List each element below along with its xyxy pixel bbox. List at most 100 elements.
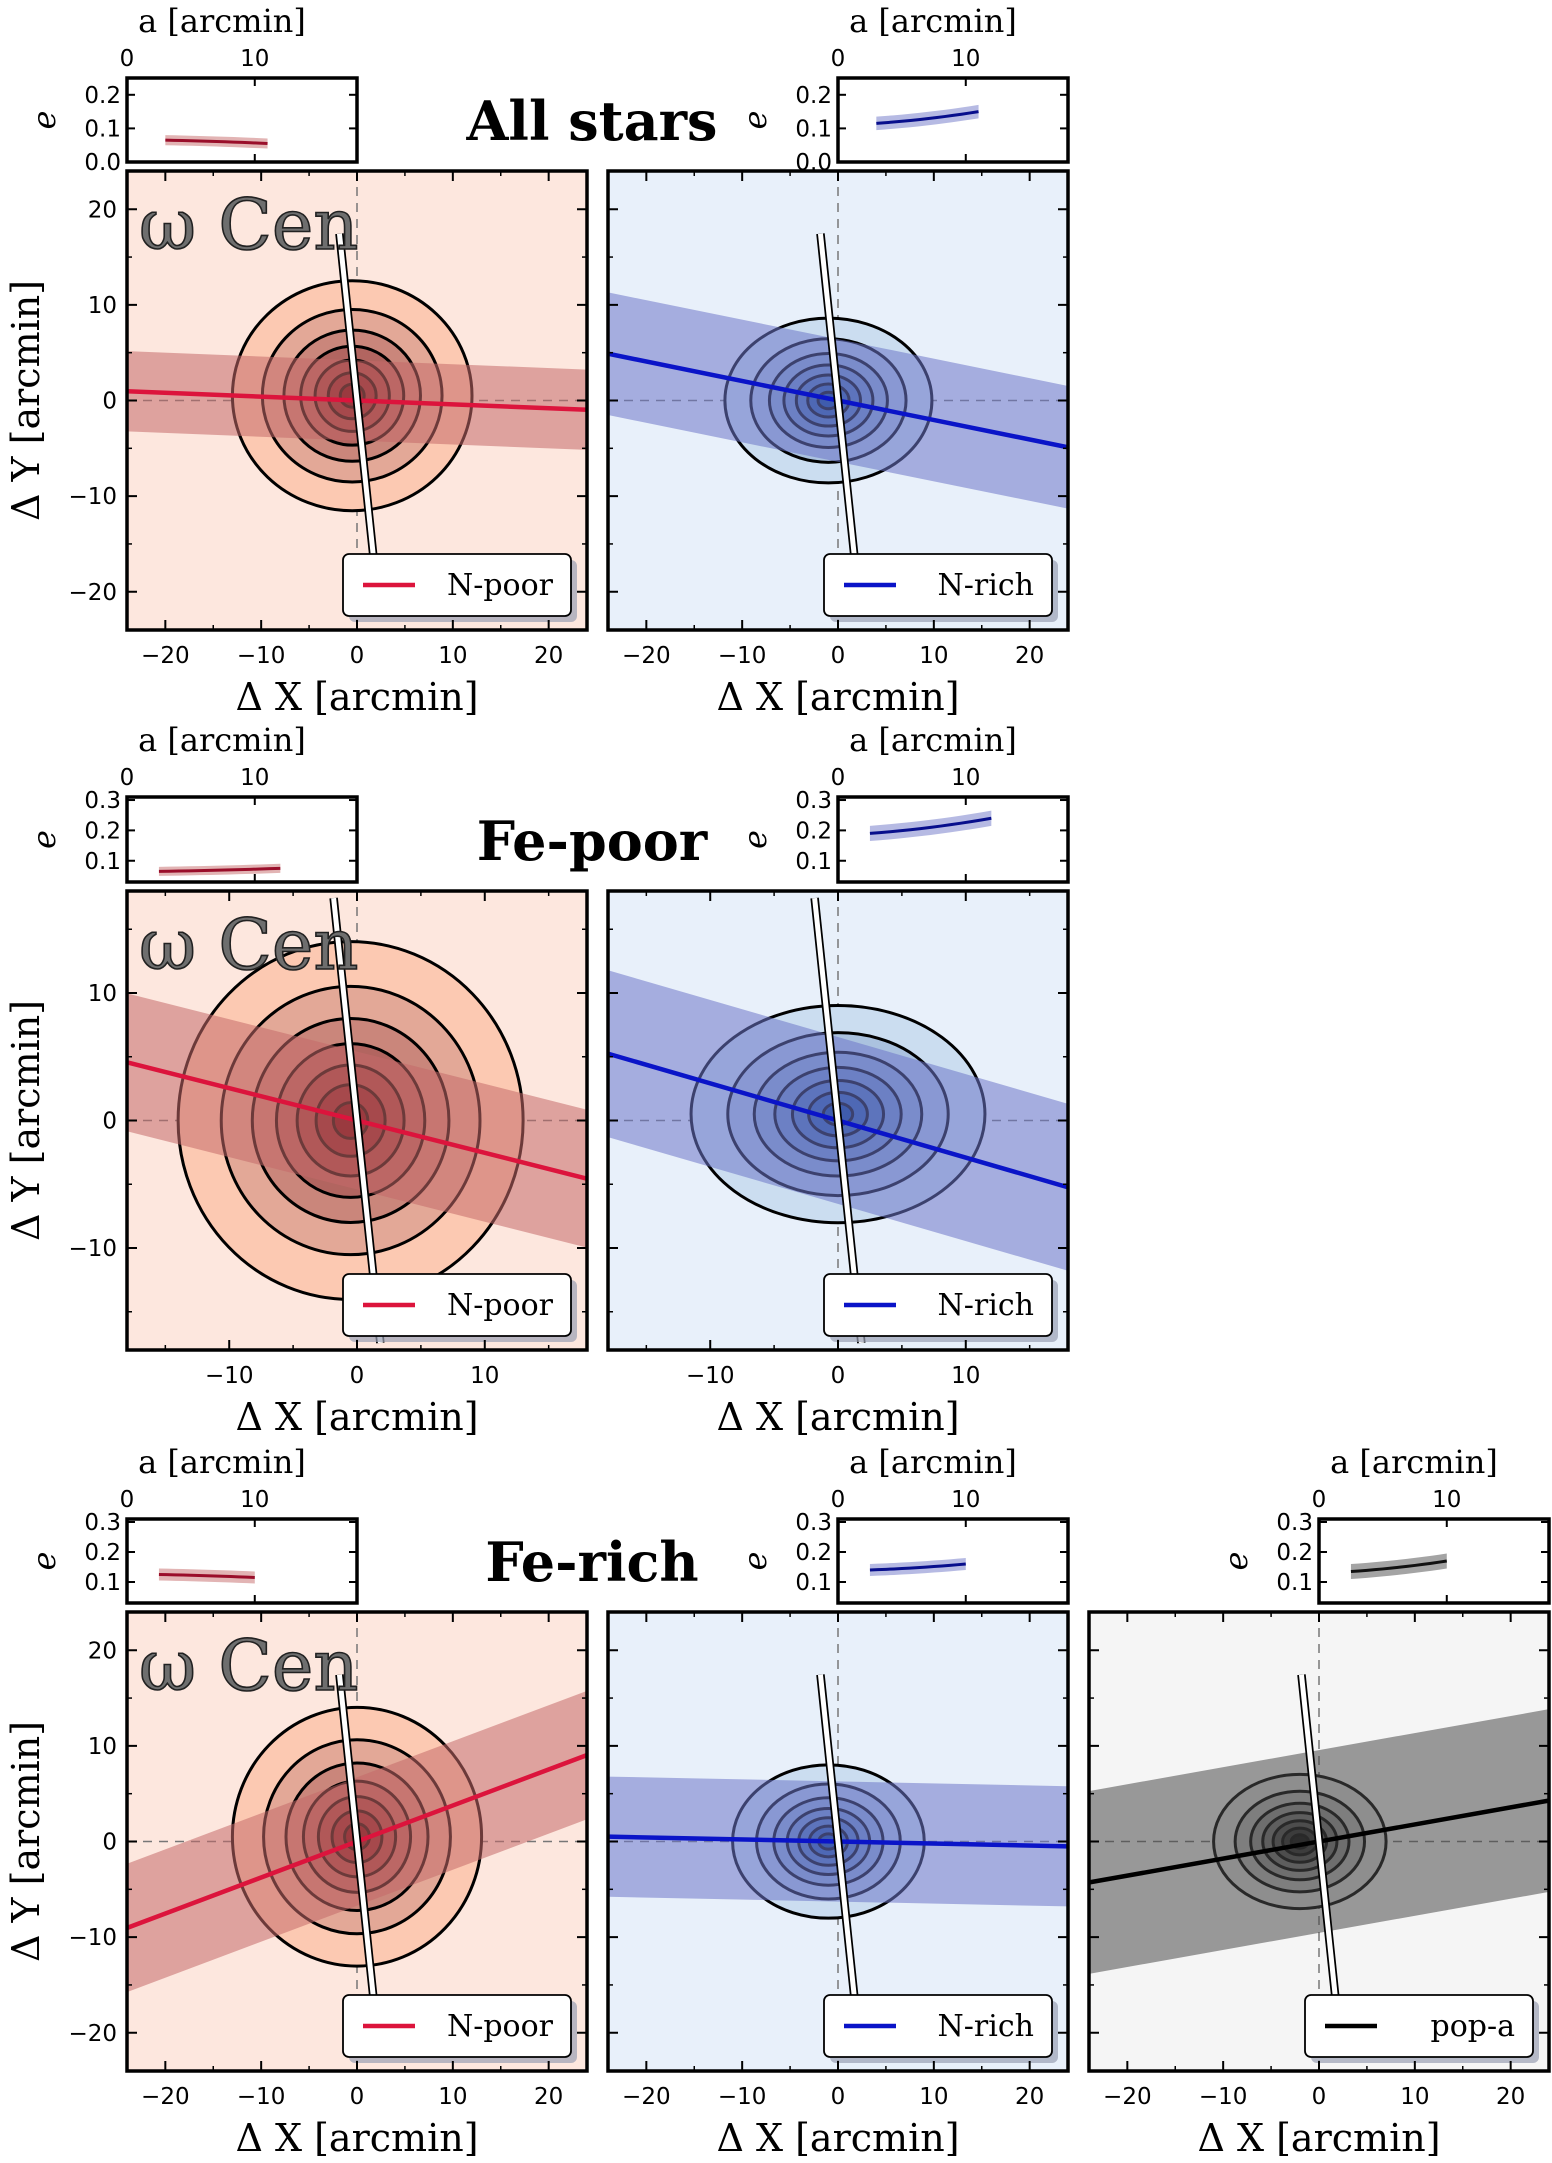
rotation-axis-rod — [336, 233, 378, 568]
inset-y-tick-label: 0.1 — [84, 116, 121, 142]
inset-y-axis-label: e — [736, 830, 774, 849]
inset-frame — [836, 1517, 1070, 1605]
x-tick-label: 20 — [534, 643, 563, 669]
x-tick-label: 20 — [1015, 2084, 1044, 2110]
inset-background — [127, 78, 357, 162]
inset-2-0: 0 10 0.1 0.2 0.3 a [arcmin] e — [25, 1443, 359, 1605]
legend-label: N-rich — [938, 2009, 1034, 2044]
legend-box — [342, 1273, 572, 1337]
inset-ellipticity-curve — [1350, 1559, 1447, 1573]
inset-x-axis-label: a [arcmin] — [138, 1443, 306, 1481]
inset-y-tick-label: 0.3 — [795, 788, 832, 814]
inset-y-tick-label: 0.1 — [795, 1570, 832, 1596]
rotation-axis-rod — [336, 1674, 378, 2009]
inset-x-tick-label: 10 — [240, 46, 269, 72]
panel-plot-area — [1089, 1612, 1549, 2071]
y-tick-label: 10 — [88, 293, 117, 319]
y-axis-label: Δ Y [arcmin] — [4, 280, 48, 521]
x-tick-label: 10 — [951, 1363, 980, 1389]
inset-y-tick-label: 0.2 — [84, 818, 121, 844]
x-tick-label: 10 — [470, 1363, 499, 1389]
x-tick-label: −20 — [1103, 2084, 1152, 2110]
cluster-name: ω Cen — [139, 184, 358, 266]
y-axis-label: Δ Y [arcmin] — [4, 1000, 48, 1241]
panel-plot-area — [608, 891, 1068, 1350]
x-tick-label: 0 — [831, 1363, 846, 1389]
panel-plot-area — [608, 1612, 1068, 2071]
legend-label: pop-a — [1431, 2009, 1516, 2044]
panel-1-1: N-rich −10 0 10 Δ X [arcmin] — [606, 889, 1070, 1439]
inset-x-axis-label: a [arcmin] — [138, 721, 306, 759]
inset-y-tick-label: 0.2 — [1276, 1540, 1313, 1566]
inset-2-1: 0 10 0.1 0.2 0.3 a [arcmin] e — [736, 1443, 1070, 1605]
inset-y-tick-label: 0.2 — [84, 1540, 121, 1566]
rotation-axis-rod — [1298, 1674, 1340, 2009]
x-axis-label: Δ X [arcmin] — [716, 2116, 959, 2160]
x-tick-label: 0 — [350, 1363, 365, 1389]
x-axis-label: Δ X [arcmin] — [235, 2116, 478, 2160]
panel-0-1: N-rich −20 −10 0 10 20 Δ X [arcmin] — [606, 169, 1070, 719]
x-axis-label: Δ X [arcmin] — [235, 675, 478, 719]
x-tick-label: 10 — [1400, 2084, 1429, 2110]
inset-x-axis-label: a [arcmin] — [849, 1443, 1017, 1481]
x-tick-label: −10 — [237, 2084, 286, 2110]
inset-x-tick-label: 10 — [951, 1487, 980, 1513]
row-title: Fe-rich — [485, 1530, 698, 1594]
inset-y-tick-label: 0.0 — [84, 150, 121, 176]
legend-label: N-rich — [938, 568, 1034, 603]
panel-1-0: ω Cen N-poor −10 0 10 −10 0 10 Δ X [arcmin] Δ Y [… — [4, 809, 708, 1439]
inset-y-tick-label: 0.1 — [1276, 1570, 1313, 1596]
panel-2-1: N-rich −20 −10 0 10 20 Δ X [arcmin] — [606, 1610, 1070, 2160]
x-axis-label: Δ X [arcmin] — [235, 1395, 478, 1439]
y-axis-label: Δ Y [arcmin] — [4, 1721, 48, 1962]
inset-y-tick-label: 0.1 — [84, 1570, 121, 1596]
inset-y-tick-label: 0.1 — [795, 849, 832, 875]
x-tick-label: −10 — [718, 2084, 767, 2110]
inset-error-band — [869, 810, 992, 842]
rotation-axis-rod — [817, 233, 859, 568]
inset-x-axis-label: a [arcmin] — [849, 721, 1017, 759]
cluster-name: ω Cen — [139, 1625, 358, 1707]
inset-x-tick-label: 0 — [831, 765, 846, 791]
row-title: Fe-poor — [477, 809, 708, 873]
inset-y-tick-label: 0.1 — [84, 849, 121, 875]
panel-0-0: ω Cen N-poor −20 −10 0 10 20 −20 −10 0 10 20 Δ X [ar… — [4, 89, 717, 719]
inset-1-0: 0 10 0.1 0.2 0.3 a [arcmin] e — [25, 721, 359, 884]
inset-frame — [125, 76, 359, 164]
inset-y-axis-label: e — [736, 111, 774, 130]
inset-x-axis-label: a [arcmin] — [1330, 1443, 1498, 1481]
inset-x-tick-label: 0 — [120, 46, 135, 72]
inset-y-tick-label: 0.3 — [1276, 1510, 1313, 1536]
x-tick-label: −20 — [141, 643, 190, 669]
inset-y-axis-label: e — [1217, 1552, 1255, 1571]
inset-y-tick-label: 0.2 — [795, 1540, 832, 1566]
x-tick-label: 10 — [438, 643, 467, 669]
inset-y-tick-label: 0.2 — [795, 83, 832, 109]
inset-y-axis-label: e — [25, 111, 63, 130]
panel-plot-area — [127, 891, 587, 1350]
legend-label: N-poor — [447, 568, 554, 603]
inset-0-0: 0 10 0.0 0.1 0.2 a [arcmin] e — [25, 2, 359, 176]
x-tick-label: 0 — [831, 643, 846, 669]
x-tick-label: 0 — [831, 2084, 846, 2110]
legend-box — [1304, 1994, 1534, 2058]
inset-x-axis-label: a [arcmin] — [849, 2, 1017, 40]
x-tick-label: −10 — [718, 643, 767, 669]
inset-x-tick-label: 0 — [831, 46, 846, 72]
panel-2-0: ω Cen N-poor −20 −10 0 10 20 −20 −10 0 10 20 Δ X [ar… — [4, 1530, 699, 2160]
x-tick-label: 10 — [919, 2084, 948, 2110]
inset-1-1: 0 10 0.1 0.2 0.3 a [arcmin] e — [736, 721, 1070, 884]
legend-box — [342, 1994, 572, 2058]
inset-ellipticity-curve — [869, 1562, 966, 1572]
y-tick-label: 10 — [88, 1734, 117, 1760]
inset-ellipticity-curve — [158, 866, 281, 873]
inset-0-1: 0 10 0.0 0.1 0.2 a [arcmin] e — [736, 2, 1070, 176]
rotation-axis-rod — [817, 1674, 859, 2009]
legend-box — [823, 553, 1053, 617]
inset-y-tick-label: 0.1 — [795, 116, 832, 142]
x-tick-label: 10 — [919, 643, 948, 669]
x-tick-label: 0 — [350, 2084, 365, 2110]
y-tick-label: −20 — [68, 2021, 117, 2047]
inset-y-axis-label: e — [25, 1552, 63, 1571]
